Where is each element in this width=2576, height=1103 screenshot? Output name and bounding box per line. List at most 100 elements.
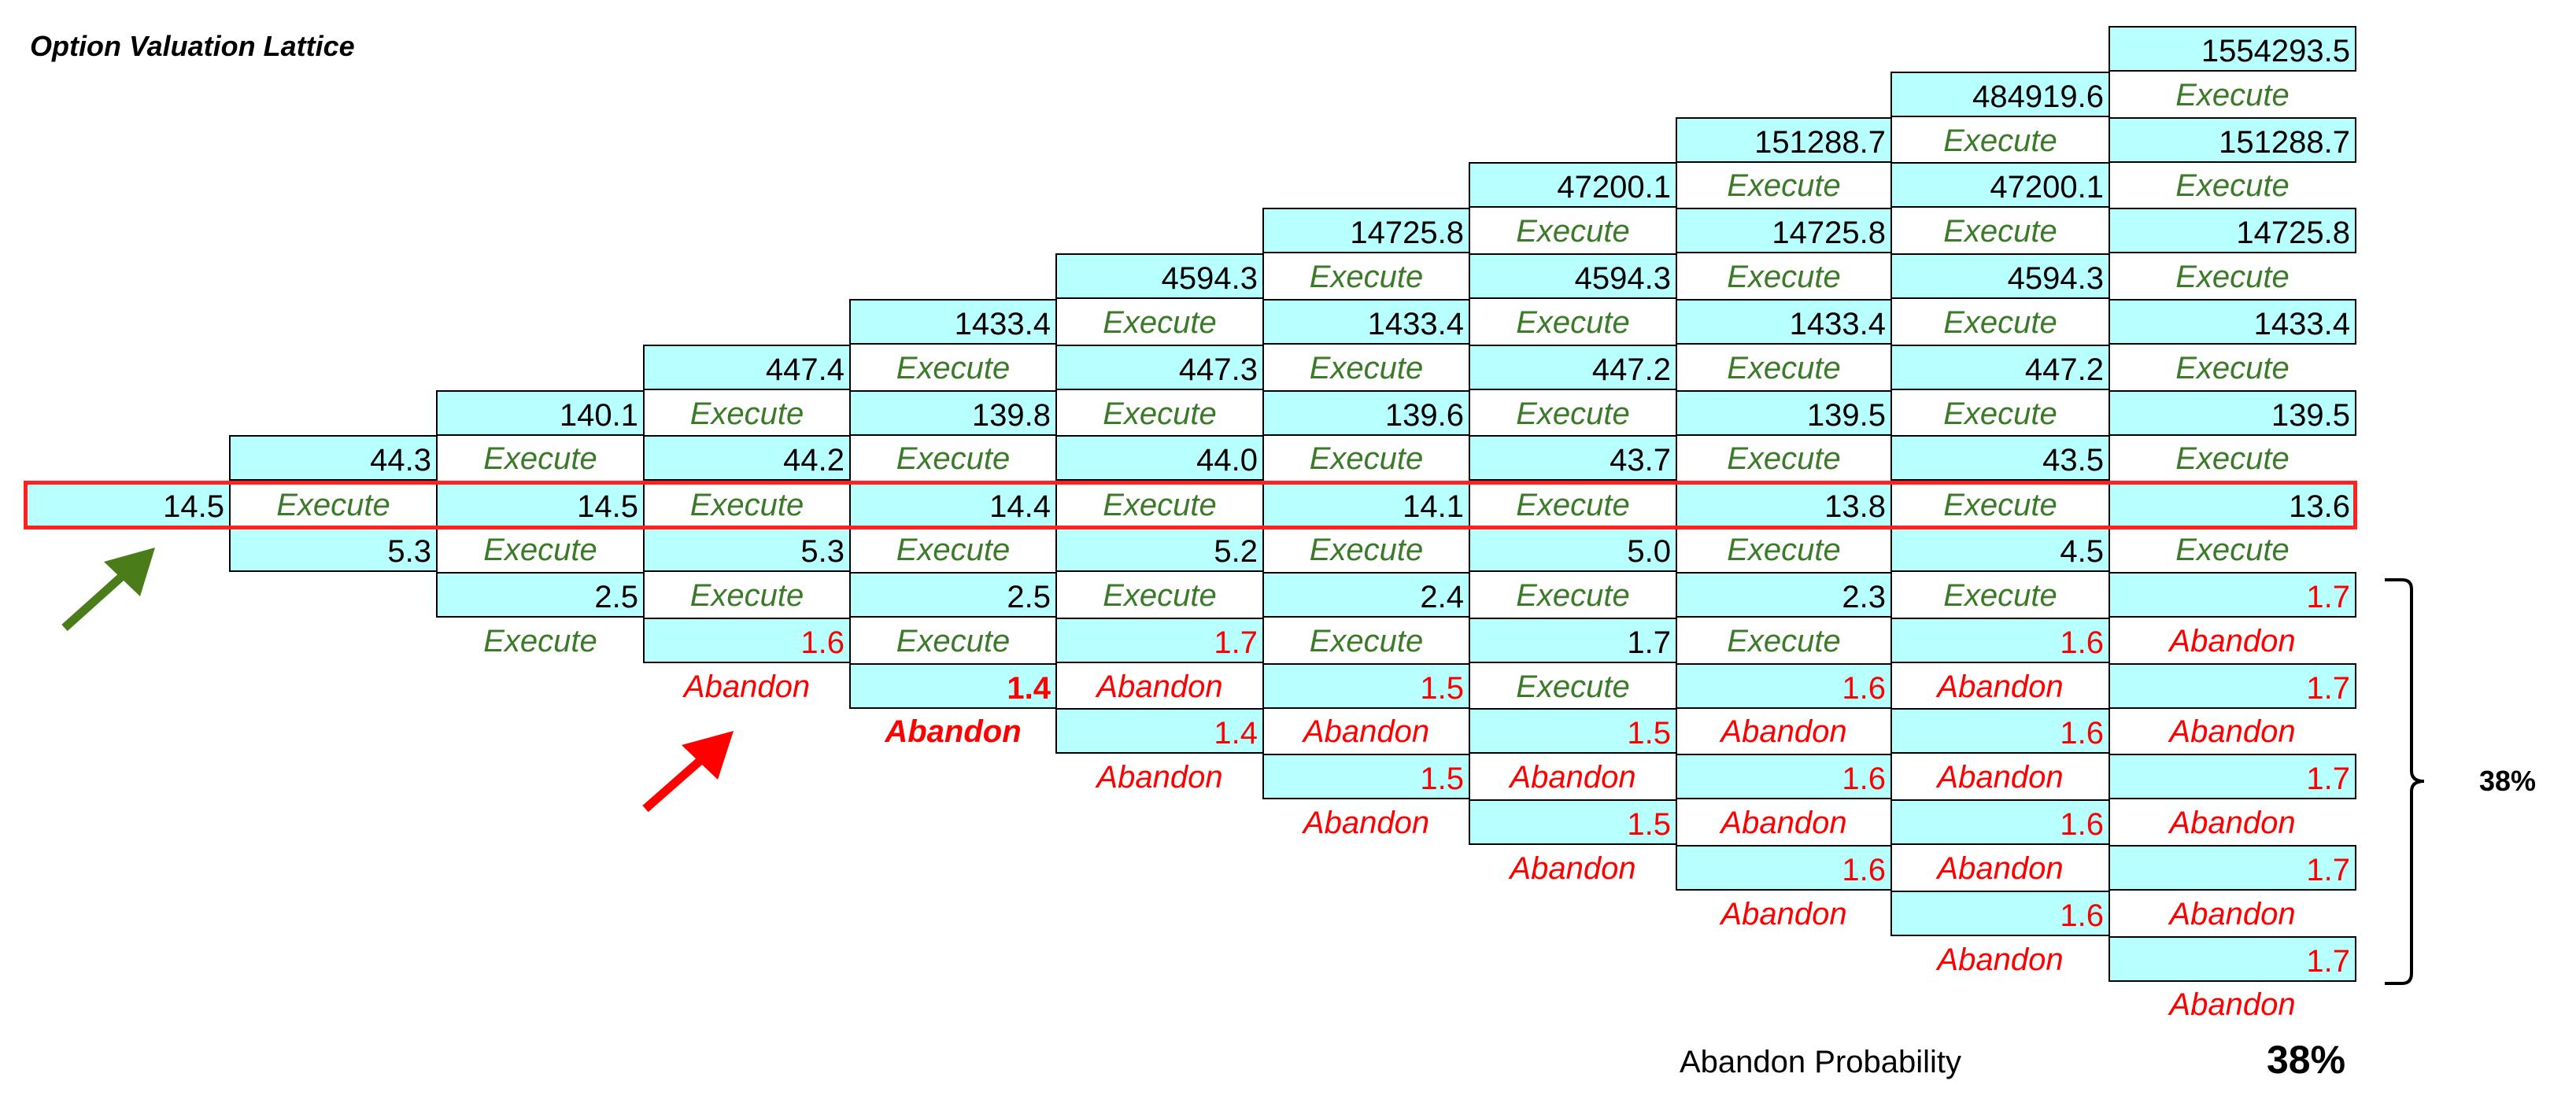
lattice-node: 43.7 xyxy=(1469,435,1677,481)
red-arrow-icon xyxy=(642,731,734,813)
lattice-node: Execute xyxy=(483,441,597,476)
lattice-node: 151288.7 xyxy=(2108,117,2356,163)
lattice-node: 1.7 xyxy=(2108,754,2356,799)
right-bracket-icon xyxy=(2385,578,2425,985)
lattice-node: Execute xyxy=(1309,351,1424,385)
lattice-node: Abandon xyxy=(2169,897,2296,931)
lattice-node: 47200.1 xyxy=(1890,162,2110,208)
lattice-node: 4.5 xyxy=(1890,526,2110,572)
lattice-node: 1.6 xyxy=(1890,708,2110,754)
lattice-node: Abandon xyxy=(2169,624,2296,658)
lattice-node: Abandon xyxy=(1303,714,1430,749)
lattice-node: 44.0 xyxy=(1055,435,1264,481)
lattice-node: Execute xyxy=(2175,441,2290,476)
lattice-node: 1.6 xyxy=(1676,845,1892,891)
lattice-node: 447.2 xyxy=(1469,345,1677,390)
lattice-node: 1.6 xyxy=(1890,618,2110,663)
lattice-node: Abandon xyxy=(1937,851,2064,886)
lattice-node: Execute xyxy=(1516,397,1630,431)
lattice-node: Abandon xyxy=(1720,806,1847,840)
lattice-title: Option Valuation Lattice xyxy=(30,30,355,62)
lattice-node: Execute xyxy=(1727,624,1841,658)
lattice-node: 1.7 xyxy=(1055,618,1264,663)
lattice-node: 1.7 xyxy=(2108,845,2356,891)
lattice-node: 1.7 xyxy=(2108,663,2356,709)
lattice-node: Execute xyxy=(1943,488,2057,522)
lattice-node: 43.5 xyxy=(1890,435,2110,481)
lattice-node: 139.5 xyxy=(2108,390,2356,436)
lattice-node: Execute xyxy=(1727,441,1841,476)
lattice-node: 14725.8 xyxy=(1262,208,1470,253)
lattice-node: Execute xyxy=(1516,305,1630,340)
lattice-node: Execute xyxy=(1727,260,1841,294)
lattice-node: Execute xyxy=(1943,305,2057,340)
lattice-node: 1.7 xyxy=(1469,618,1677,663)
lattice-node: 47200.1 xyxy=(1469,162,1677,208)
lattice-node: Execute xyxy=(1516,214,1630,249)
lattice-node: Execute xyxy=(1103,578,1217,613)
lattice-node: 151288.7 xyxy=(1676,117,1892,163)
lattice-node: 5.0 xyxy=(1469,526,1677,572)
lattice-node: 5.2 xyxy=(1055,526,1264,572)
lattice-node: Execute xyxy=(1309,441,1424,476)
lattice-node: Execute xyxy=(1943,214,2057,249)
lattice-node: Execute xyxy=(1516,578,1630,613)
lattice-node: Abandon xyxy=(1720,714,1847,749)
green-arrow-icon xyxy=(61,548,155,632)
lattice-node: Execute xyxy=(896,533,1011,567)
abandon-probability-value: 38% xyxy=(2267,1038,2346,1082)
lattice-node: Abandon xyxy=(2169,987,2296,1022)
lattice-node: Execute xyxy=(896,441,1011,476)
lattice-node: 139.6 xyxy=(1262,390,1470,436)
lattice-node: Execute xyxy=(689,397,804,431)
lattice-node: 2.5 xyxy=(436,572,645,618)
lattice-node: 447.2 xyxy=(1890,345,2110,390)
lattice-node: Execute xyxy=(1727,533,1841,567)
lattice-node: 2.3 xyxy=(1676,572,1892,618)
lattice-node: Abandon xyxy=(2169,806,2296,840)
lattice-node: Abandon xyxy=(1096,670,1223,704)
lattice-node: Execute xyxy=(896,624,1011,658)
lattice-node: 1.5 xyxy=(1262,663,1470,709)
lattice-node: Abandon xyxy=(1096,760,1223,795)
lattice-node: Execute xyxy=(1309,260,1424,294)
lattice-node: 1.6 xyxy=(1676,754,1892,799)
lattice-node: 1433.4 xyxy=(849,299,1057,345)
lattice-node: Execute xyxy=(1103,305,1217,340)
lattice-node: 1.6 xyxy=(643,618,851,663)
lattice-node: Execute xyxy=(2175,533,2290,567)
lattice-node: 2.4 xyxy=(1262,572,1470,618)
lattice-node: Execute xyxy=(1103,488,1217,522)
lattice-node: 139.8 xyxy=(849,390,1057,436)
lattice-node: Execute xyxy=(1309,624,1424,658)
lattice-node: 1.7 xyxy=(2108,936,2356,982)
lattice-node: 4594.3 xyxy=(1469,253,1677,299)
lattice-node: 14.1 xyxy=(1262,481,1470,527)
bracket-percentage: 38% xyxy=(2479,765,2537,797)
lattice-node: Execute xyxy=(2175,351,2290,385)
lattice-node: Execute xyxy=(1943,124,2057,158)
lattice-node: 1433.4 xyxy=(1676,299,1892,345)
lattice-node: 140.1 xyxy=(436,390,645,436)
lattice-node: Execute xyxy=(276,488,390,522)
lattice-node: Execute xyxy=(1309,533,1424,567)
lattice-node: 1433.4 xyxy=(1262,299,1470,345)
lattice-node: Abandon xyxy=(1510,851,1636,886)
lattice-node: 4594.3 xyxy=(1890,253,2110,299)
lattice-node: Execute xyxy=(1727,168,1841,203)
lattice-node: 1.4 xyxy=(849,663,1057,709)
lattice-node: 447.3 xyxy=(1055,345,1264,390)
lattice-node: Abandon xyxy=(885,714,1022,749)
lattice-node: 1.6 xyxy=(1890,891,2110,936)
lattice-node: Abandon xyxy=(1510,760,1636,795)
lattice-node: 5.3 xyxy=(229,526,438,572)
lattice-node: Abandon xyxy=(683,670,811,704)
lattice-node: Execute xyxy=(1727,351,1841,385)
highlight-row-box xyxy=(24,481,2357,529)
lattice-node: 1.6 xyxy=(1676,663,1892,709)
lattice-node: Execute xyxy=(1103,397,1217,431)
lattice-node: 14725.8 xyxy=(2108,208,2356,253)
lattice-node: 139.5 xyxy=(1676,390,1892,436)
